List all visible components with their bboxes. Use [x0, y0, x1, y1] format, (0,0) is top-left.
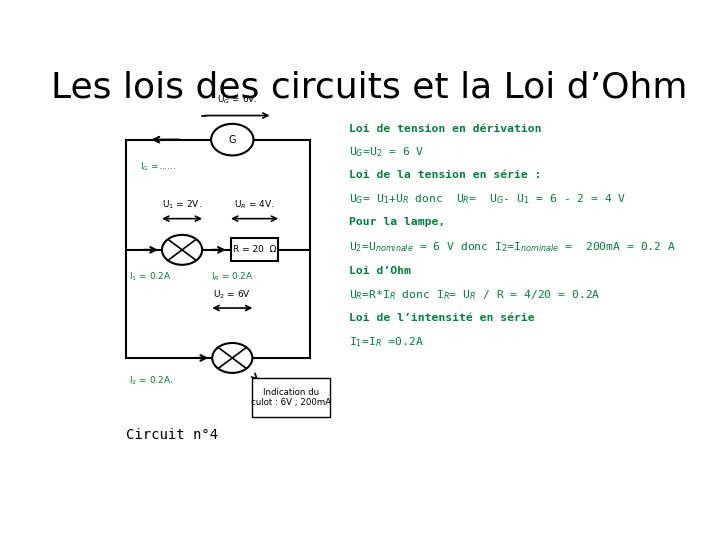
Text: U$_G$= U$_1$+U$_R$ donc  U$_R$=  U$_G$- U$_1$ = 6 - 2 = 4 V: U$_G$= U$_1$+U$_R$ donc U$_R$= U$_G$- U$…: [349, 192, 627, 206]
Text: I$_G$ =......: I$_G$ =......: [140, 160, 176, 173]
Text: U$_2$ = 6V: U$_2$ = 6V: [213, 288, 251, 301]
FancyBboxPatch shape: [231, 238, 279, 261]
Circle shape: [212, 343, 253, 373]
Text: Circuit n°4: Circuit n°4: [126, 428, 218, 442]
Text: Loi de la tension en série :: Loi de la tension en série :: [349, 170, 542, 180]
FancyBboxPatch shape: [252, 377, 330, 417]
Text: U$_R$=R*I$_R$ donc I$_R$= U$_R$ / R = 4/20 = 0.2A: U$_R$=R*I$_R$ donc I$_R$= U$_R$ / R = 4/…: [349, 288, 601, 302]
Text: I$_1$=I$_R$ =0.2A: I$_1$=I$_R$ =0.2A: [349, 335, 424, 349]
Text: U$_2$=U$_{nominale}$ = 6 V donc I$_2$=I$_{nominale}$ =  200mA = 0.2 A: U$_2$=U$_{nominale}$ = 6 V donc I$_2$=I$…: [349, 240, 677, 254]
Text: R = 20  Ω: R = 20 Ω: [233, 245, 276, 254]
Text: Indication du
culot : 6V ; 200mA: Indication du culot : 6V ; 200mA: [251, 388, 331, 407]
Text: Pour la lampe,: Pour la lampe,: [349, 217, 446, 227]
Text: G: G: [228, 134, 236, 145]
Text: Loi d’Ohm: Loi d’Ohm: [349, 266, 411, 276]
Circle shape: [211, 124, 253, 156]
Text: U$_R$ = 4V.: U$_R$ = 4V.: [235, 199, 275, 211]
Text: I$_1$ = 0.2A: I$_1$ = 0.2A: [129, 271, 171, 283]
Text: I$_2$ = 0.2A.: I$_2$ = 0.2A.: [129, 375, 173, 387]
Text: U$_1$ = 2V.: U$_1$ = 2V.: [162, 199, 202, 211]
Text: I$_R$ = 0.2A: I$_R$ = 0.2A: [210, 271, 253, 283]
Text: U$_G$ = 6V.: U$_G$ = 6V.: [217, 94, 258, 106]
Circle shape: [162, 235, 202, 265]
Text: Les lois des circuits et la Loi d’Ohm: Les lois des circuits et la Loi d’Ohm: [50, 71, 688, 105]
Text: Loi de tension en dérivation: Loi de tension en dérivation: [349, 124, 542, 134]
Text: U$_G$=U$_2$ = 6 V: U$_G$=U$_2$ = 6 V: [349, 145, 425, 159]
Text: Loi de l’intensité en série: Loi de l’intensité en série: [349, 313, 535, 323]
